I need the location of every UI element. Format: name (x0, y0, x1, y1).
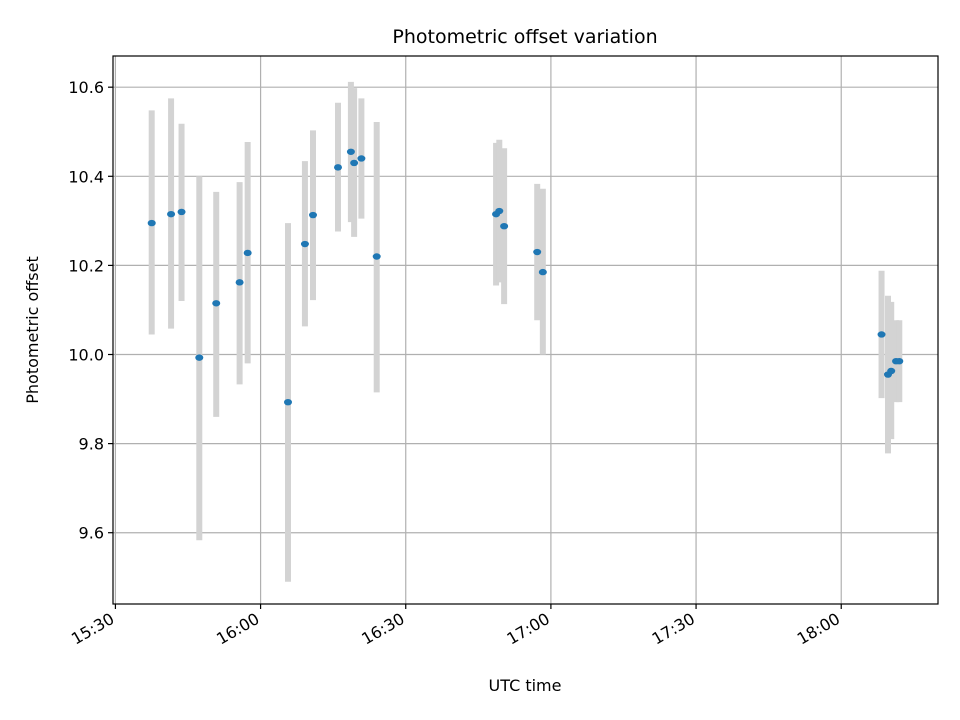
data-point (300, 240, 309, 248)
data-point (147, 219, 156, 227)
data-point (167, 210, 176, 218)
data-point (212, 300, 221, 307)
data-point (243, 249, 252, 257)
data-point (495, 207, 504, 215)
data-point (877, 331, 886, 338)
plot-frame (112, 55, 939, 605)
data-point (887, 367, 896, 375)
y-axis-ticks: 9.6 9.8 10.0 10.2 10.4 10.6 (68, 78, 113, 543)
data-point (533, 248, 542, 256)
data-point (284, 398, 292, 406)
data-point (346, 148, 355, 155)
data-point (177, 208, 186, 216)
y-tick-label: 9.8 (79, 435, 104, 454)
data-point (357, 155, 366, 162)
data-point (500, 222, 509, 230)
chart-title: Photometric offset variation (392, 26, 657, 48)
data-point (334, 164, 342, 171)
data-point (350, 159, 359, 167)
data-point (195, 354, 204, 361)
y-tick-label: 9.6 (79, 524, 104, 543)
y-axis-label: Photometric offset (23, 256, 42, 404)
data-point (372, 253, 381, 260)
data-point (235, 279, 244, 286)
y-tick-label: 10.0 (68, 346, 104, 365)
y-tick-label: 10.2 (68, 256, 104, 275)
y-tick-label: 10.6 (68, 78, 104, 97)
y-tick-label: 10.4 (68, 167, 104, 186)
data-point (895, 357, 904, 365)
data-point (309, 211, 317, 219)
data-points (147, 148, 904, 406)
data-point (538, 268, 547, 276)
x-axis-label: UTC time (489, 676, 562, 695)
